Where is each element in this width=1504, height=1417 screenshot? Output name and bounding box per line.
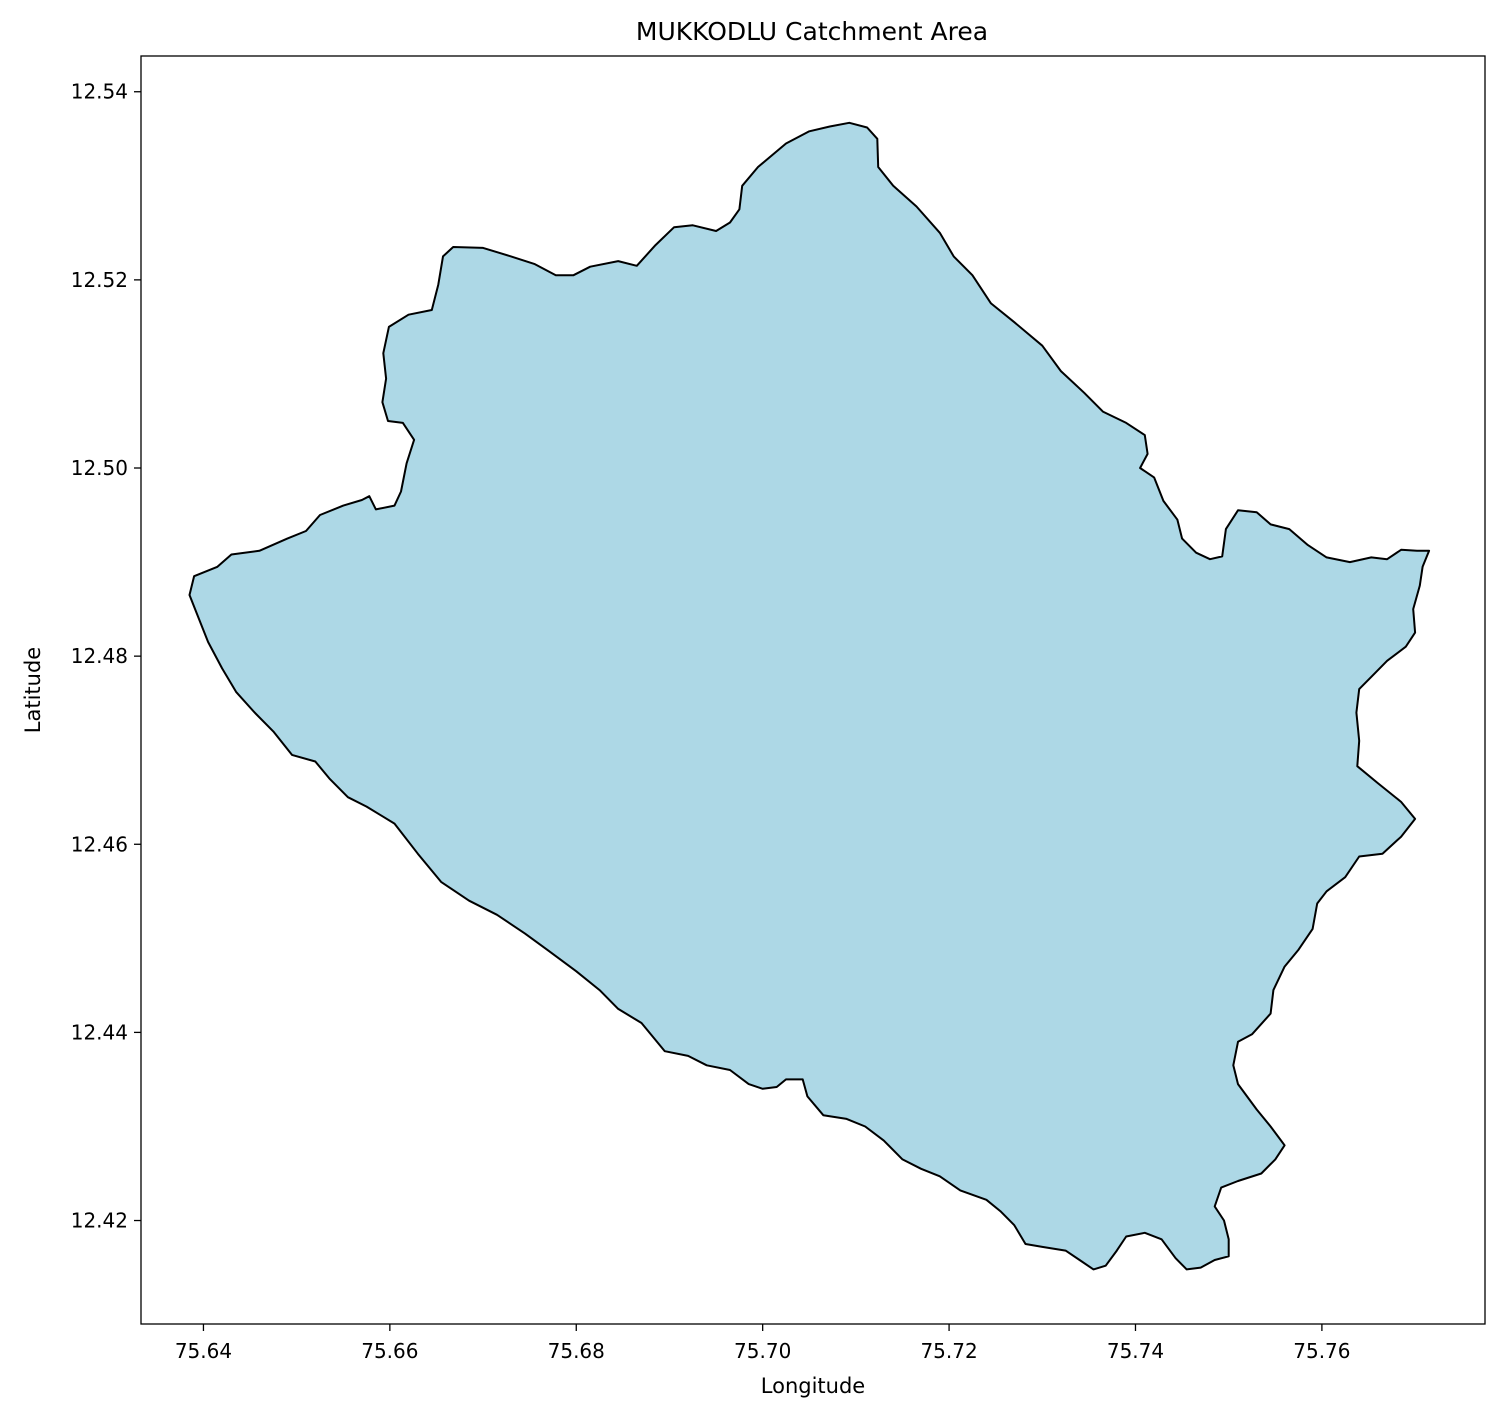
chart-title: MUKKODLU Catchment Area — [636, 17, 988, 46]
x-tick-label: 75.76 — [1293, 1339, 1350, 1363]
y-tick-label: 12.52 — [71, 268, 128, 292]
x-tick-label: 75.70 — [734, 1339, 791, 1363]
axes-frame — [140, 55, 1486, 1325]
y-tick-label: 12.54 — [71, 80, 128, 104]
x-tick-label: 75.66 — [361, 1339, 418, 1363]
catchment-polygon — [188, 121, 1431, 1271]
x-tick-label: 75.64 — [175, 1339, 232, 1363]
plot-area — [140, 55, 1486, 1325]
y-tick-label: 12.44 — [71, 1020, 128, 1044]
y-axis-label: Latitude — [21, 647, 45, 733]
y-tick-label: 12.42 — [71, 1209, 128, 1233]
y-tick-label: 12.50 — [71, 456, 128, 480]
y-tick-label: 12.48 — [71, 644, 128, 668]
x-tick-label: 75.74 — [1107, 1339, 1164, 1363]
x-tick-label: 75.68 — [548, 1339, 605, 1363]
y-tick-label: 12.46 — [71, 832, 128, 856]
y-axis-ticks: 12.42 12.44 12.46 12.48 12.50 12.52 12.54 — [71, 80, 141, 1233]
x-axis-label: Longitude — [761, 1374, 865, 1398]
x-tick-label: 75.72 — [920, 1339, 977, 1363]
x-axis-ticks: 75.64 75.66 75.68 75.70 75.72 75.74 75.76 — [175, 1324, 1351, 1363]
